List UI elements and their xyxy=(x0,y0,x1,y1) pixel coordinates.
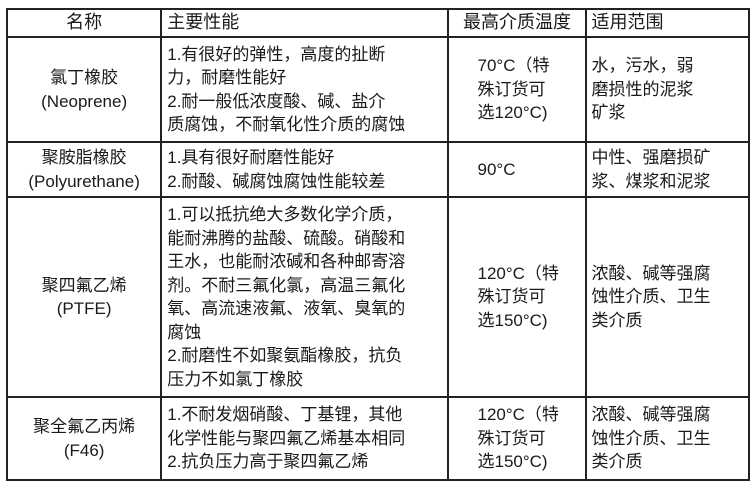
cell-line: (F46) xyxy=(63,440,105,460)
cell-line: 选120°C) xyxy=(477,103,548,123)
cell-line: 水，污水，弱 xyxy=(591,56,694,76)
cell-line: 2.抗负压力高于聚四氟乙烯 xyxy=(167,452,369,472)
header-name: 名称 xyxy=(5,8,163,38)
name-cell: 聚四氟乙烯 (PTFE) xyxy=(5,196,163,398)
performance-cell: 1.有很好的弹性，高度的扯断 力，耐磨性能好 2.耐一般低浓度酸、碱、盐介质腐蚀，不… xyxy=(160,36,450,143)
cell-line: 聚全氟乙丙烯 xyxy=(33,417,136,436)
cell-line: 压力不如氯丁橡胶 xyxy=(167,369,304,389)
cell-line: 腐蚀 xyxy=(167,322,202,342)
performance-cell: 1.不耐发烟硝酸、丁基锂，其他 化学性能与聚四氟乙烯基本相同 2.抗负压力高于聚四氟… xyxy=(160,396,450,481)
cell-line: 矿浆 xyxy=(591,103,626,123)
cell-line: 中性、强磨损矿 xyxy=(591,148,711,167)
temperature-cell: 120°C（特 殊订货可选150°C) xyxy=(447,396,587,481)
cell-line: 殊订货可 xyxy=(477,287,546,307)
name-cell: 氯丁橡胶 (Neoprene) xyxy=(5,36,163,143)
application-cell: 中性、强磨损矿 浆、煤浆和泥浆 xyxy=(584,141,750,198)
cell-line: 2.耐酸、碱腐蚀腐蚀性能较差 xyxy=(167,171,386,191)
cell-line: 聚胺脂橡胶 xyxy=(41,148,127,167)
cell-line: 70°C（特 xyxy=(477,56,550,76)
cell-line: 选150°C) xyxy=(477,310,548,330)
application-cell: 水，污水，弱 磨损性的泥浆 矿浆 xyxy=(584,36,750,143)
cell-line: 聚四氟乙烯 xyxy=(41,275,127,295)
cell-line: 120°C（特 xyxy=(477,263,559,283)
cell-line: 2.耐一般低浓度酸、碱、盐介 xyxy=(167,91,386,111)
cell-line: 1.有很好的弹性，高度的扯断 xyxy=(167,44,386,64)
name-cell: 聚全氟乙丙烯 (F46) xyxy=(5,396,163,481)
header-temperature: 最高介质温度 xyxy=(447,8,587,38)
cell-line: 1.可以抵抗绝大多数化学介质， xyxy=(167,205,403,224)
cell-line: 磨损性的泥浆 xyxy=(591,79,694,99)
cell-line: 剂。不耐三氟化氯，高温三氟化 xyxy=(167,275,406,295)
application-cell: 浓酸、碱等强腐 蚀性介质、卫生 类介质 xyxy=(584,396,750,481)
performance-cell: 1.具有很好耐磨性能好 2.耐酸、碱腐蚀腐蚀性能较差 xyxy=(160,141,450,198)
cell-line: 质腐蚀，不耐氧化性介质的腐蚀 xyxy=(167,115,406,134)
temperature-cell: 90°C xyxy=(447,141,587,198)
cell-line: 浓酸、碱等强腐 xyxy=(591,263,711,283)
cell-line: 类介质 xyxy=(591,310,643,330)
cell-line: 蚀性介质、卫生 xyxy=(591,428,711,448)
table-row: 氯丁橡胶 (Neoprene) 1.有很好的弹性，高度的扯断 力，耐磨性能好 2.耐一般… xyxy=(5,36,750,143)
cell-line: 殊订货可 xyxy=(477,428,546,448)
performance-cell: 1.可以抵抗绝大多数化学介质， 能耐沸腾的盐酸、硫酸。硝酸和 王水，也能耐浓碱和各种… xyxy=(160,196,450,398)
materials-table: 名称 主要性能 最高介质温度 适用范围 氯丁橡胶 (Neoprene) 1.有很好的… xyxy=(5,8,750,481)
cell-line: 王水，也能耐浓碱和各种邮寄溶 xyxy=(167,252,406,271)
table-row: 聚全氟乙丙烯 (F46) 1.不耐发烟硝酸、丁基锂，其他 化学性能与聚四氟乙烯基本相同… xyxy=(5,396,750,481)
cell-line: 力，耐磨性能好 xyxy=(167,68,287,87)
name-cell: 聚胺脂橡胶 (Polyurethane) xyxy=(5,141,163,198)
cell-line: (Neoprene) xyxy=(41,91,128,111)
cell-line: 90°C xyxy=(477,159,516,179)
cell-line: (Polyurethane) xyxy=(28,171,140,191)
cell-line: 2.耐磨性不如聚氨酯橡胶，抗负 xyxy=(167,346,403,365)
header-row: 名称 主要性能 最高介质温度 适用范围 xyxy=(5,8,750,38)
cell-line: 氧、高流速液氟、液氧、臭氧的 xyxy=(167,299,406,318)
cell-line: 浆、煤浆和泥浆 xyxy=(591,171,711,191)
cell-line: 120°C（特 xyxy=(477,405,559,425)
table-row: 聚四氟乙烯 (PTFE) 1.可以抵抗绝大多数化学介质， 能耐沸腾的盐酸、硫酸。硝酸和… xyxy=(5,196,750,398)
cell-line: 类介质 xyxy=(591,452,643,472)
table-row: 聚胺脂橡胶 (Polyurethane) 1.具有很好耐磨性能好 2.耐酸、碱腐蚀腐蚀… xyxy=(5,141,750,198)
cell-line: 氯丁橡胶 xyxy=(50,68,119,87)
cell-line: 能耐沸腾的盐酸、硫酸。硝酸和 xyxy=(167,228,406,248)
cell-line: 1.具有很好耐磨性能好 xyxy=(167,148,335,167)
header-application: 适用范围 xyxy=(584,8,750,38)
cell-line: 浓酸、碱等强腐 xyxy=(591,405,711,425)
header-performance: 主要性能 xyxy=(160,8,450,38)
cell-line: 1.不耐发烟硝酸、丁基锂，其他 xyxy=(167,405,403,425)
cell-line: 殊订货可 xyxy=(477,79,546,99)
temperature-cell: 120°C（特 殊订货可选150°C) xyxy=(447,196,587,398)
application-cell: 浓酸、碱等强腐 蚀性介质、卫生 类介质 xyxy=(584,196,750,398)
cell-line: 选150°C) xyxy=(477,452,548,472)
temperature-cell: 70°C（特 殊订货可选120°C) xyxy=(447,36,587,143)
cell-line: 化学性能与聚四氟乙烯基本相同 xyxy=(167,428,406,448)
cell-line: (PTFE) xyxy=(56,299,112,318)
cell-line: 蚀性介质、卫生 xyxy=(591,287,711,307)
